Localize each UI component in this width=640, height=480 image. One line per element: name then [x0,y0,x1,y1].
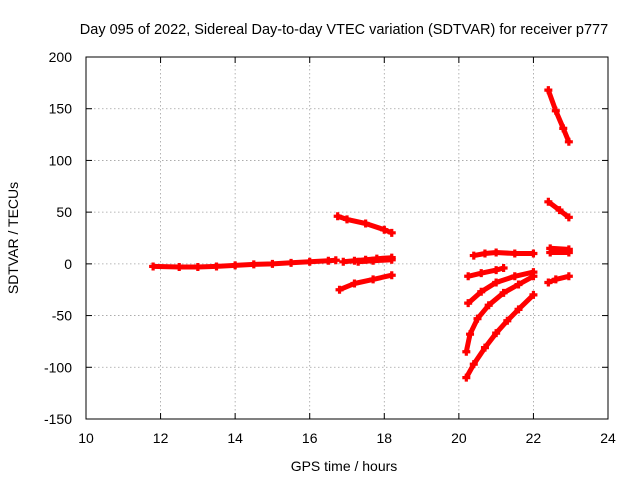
data-point-marker [350,279,359,288]
series-segment-3 [338,272,393,293]
data-point-marker [387,255,396,264]
data-point-marker [529,272,538,281]
data-point-marker [333,212,342,221]
y-tick-label: -150 [44,411,72,427]
y-tick-label: 100 [49,152,73,168]
data-point-marker [361,219,370,228]
data-point-marker [492,266,501,275]
plot-frame [85,56,609,420]
data-point-marker [149,262,158,271]
x-tick-label: 14 [227,430,243,446]
series-segment-15 [545,89,572,143]
data-point-marker [387,228,396,237]
data-point-marker [514,305,523,314]
data-point-marker [480,343,489,352]
data-point-marker [559,124,568,133]
data-point-marker [499,263,508,272]
data-point-marker [469,360,478,369]
data-point-marker [492,278,501,287]
data-point-marker [249,260,258,269]
data-point-marker [473,314,482,323]
series-segment-8 [466,269,534,306]
data-point-marker [193,262,202,271]
data-point-marker [335,285,344,294]
x-tick-label: 20 [451,430,467,446]
data-point-marker [331,256,340,265]
data-point-marker [287,258,296,267]
data-point-marker [492,248,501,257]
data-point-marker [343,215,351,224]
data-point-marker [514,280,523,289]
y-tick-label: 50 [56,204,72,220]
x-tick-label: 16 [302,430,318,446]
data-point-marker [469,251,478,260]
data-point-marker [339,257,348,266]
data-point-marker [544,278,553,287]
data-point-marker [369,256,378,265]
data-point-marker [477,287,486,296]
y-axis-label: SDTVAR / TECUs [5,182,21,294]
data-point-marker [544,86,553,95]
data-point-marker [503,316,512,325]
chart-title: Day 095 of 2022, Sidereal Day-to-day VTE… [80,22,608,38]
data-point-marker [564,213,573,222]
data-point-marker [480,249,489,258]
data-point-marker [551,275,560,284]
data-point-marker [268,259,277,268]
data-point-marker [499,288,508,297]
data-point-marker [564,245,573,254]
data-point-marker [510,272,519,281]
data-point-marker [564,137,573,146]
data-point-marker [477,269,486,278]
data-point-marker [324,256,333,265]
x-tick-label: 18 [376,430,392,446]
data-point-marker [231,261,240,270]
data-point-marker [462,347,471,356]
x-tick-label: 24 [600,430,616,446]
y-tick-label: -100 [44,359,72,375]
data-point-marker [544,197,553,206]
data-point-marker [529,290,538,299]
data-point-marker [305,257,314,266]
data-point-marker [212,262,221,271]
grid [86,57,608,419]
y-tick-label: 200 [49,49,73,65]
data-point-marker [510,249,519,258]
y-tick-label: 150 [49,101,73,117]
x-tick-label: 10 [78,430,94,446]
data-point-marker [369,275,378,284]
data-point-marker [354,257,363,266]
data-point-marker [551,106,560,115]
data-point-marker [546,244,555,253]
x-tick-label: 12 [153,430,169,446]
axis-ticks: 10 12 14 16 18 20 22 24 -150 -100 -50 0 50 100 150 200 [44,49,616,446]
data-point-marker [484,301,493,310]
sdtvar-series [149,86,573,382]
y-tick-label: -50 [52,308,72,324]
data-point-marker [175,262,184,271]
data-point-marker [464,272,473,281]
data-point-marker [466,330,475,339]
data-point-marker [387,271,396,280]
data-point-marker [492,329,501,338]
x-axis-label: GPS time / hours [291,458,398,474]
series-segment-9 [463,274,535,353]
data-point-marker [462,373,471,382]
data-point-marker [555,206,564,215]
x-tick-label: 22 [526,430,542,446]
data-point-marker [464,299,473,308]
data-point-marker [529,249,538,258]
y-tick-label: 0 [64,256,72,272]
data-point-marker [564,272,573,281]
data-point-marker [380,225,389,234]
